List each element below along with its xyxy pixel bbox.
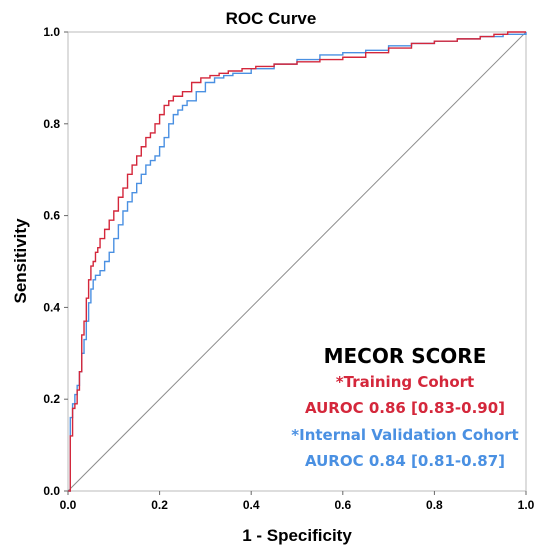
series-layer [68, 31, 527, 492]
y-tick-label: 0.8 [43, 117, 60, 131]
chart-title: ROC Curve [226, 9, 317, 28]
x-tick-label: 0.0 [60, 498, 77, 512]
x-tick-label: 1.0 [518, 498, 535, 512]
x-axis-label: 1 - Specificity [242, 526, 352, 545]
validation-cohort-label: *Internal Validation Cohort [291, 426, 518, 444]
training-auroc-label: AUROC 0.86 [0.83-0.90] [305, 399, 505, 417]
reference-diagonal [67, 31, 527, 492]
y-tick-label: 0.6 [43, 209, 60, 223]
x-tick-label: 0.2 [151, 498, 168, 512]
training-cohort-label: *Training Cohort [336, 373, 474, 391]
plot-area [67, 31, 527, 492]
training-cohort-curve [68, 31, 526, 492]
x-axis: 0.0 0.2 0.4 0.6 0.8 1.0 [60, 491, 535, 512]
y-axis-label: Sensitivity [11, 218, 30, 304]
validation-cohort-curve [68, 32, 527, 492]
plot-frame [67, 31, 527, 492]
y-tick-label: 1.0 [43, 25, 60, 39]
annotation-title: MECOR SCORE [324, 344, 487, 368]
y-tick-label: 0.0 [43, 484, 60, 498]
x-tick-label: 0.4 [243, 498, 260, 512]
x-tick-label: 0.8 [426, 498, 443, 512]
y-tick-label: 0.4 [43, 300, 60, 314]
y-tick-label: 0.2 [43, 392, 60, 406]
validation-auroc-label: AUROC 0.84 [0.81-0.87] [305, 452, 505, 470]
x-tick-label: 0.6 [334, 498, 351, 512]
legend-annotation: MECOR SCORE *Training Cohort AUROC 0.86 … [291, 344, 518, 470]
y-axis: 0.0 0.2 0.4 0.6 0.8 1.0 [43, 25, 68, 498]
